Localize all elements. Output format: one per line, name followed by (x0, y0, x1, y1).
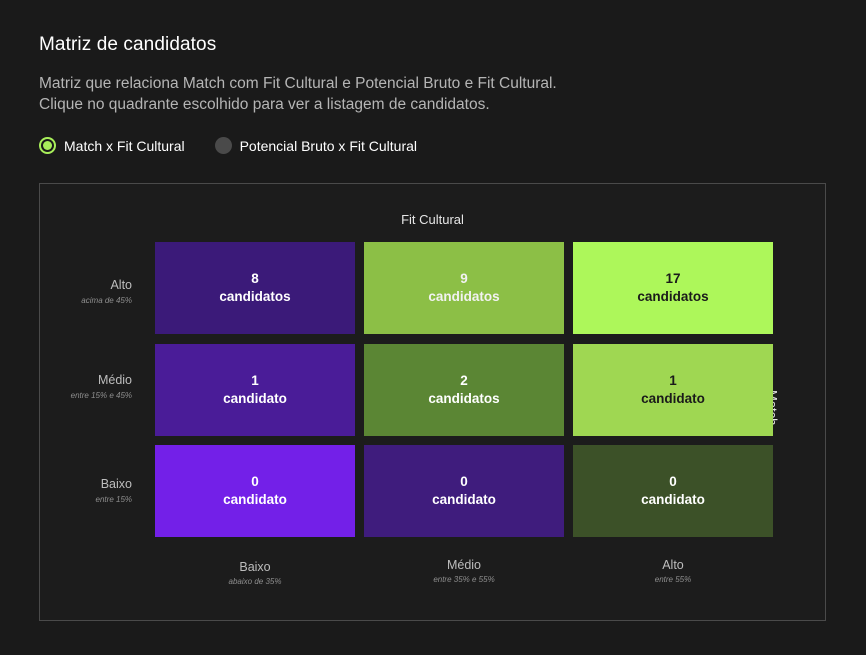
cell-unit: candidato (432, 492, 496, 507)
cell-count: 0 (669, 474, 677, 489)
matrix-cell[interactable]: 8 candidatos (155, 242, 355, 334)
row-label-sub: entre 15% e 45% (70, 391, 132, 400)
matrix-panel: Fit Cultural Match Alto acima de 45% Méd… (39, 183, 826, 621)
row-label-baixo: Baixo entre 15% (40, 477, 132, 504)
row-label-medio: Médio entre 15% e 45% (40, 373, 132, 400)
column-axis-title: Fit Cultural (401, 212, 464, 227)
cell-unit: candidatos (428, 391, 500, 406)
matrix-cell[interactable]: 9 candidatos (364, 242, 564, 334)
matrix-cell[interactable]: 0 candidato (155, 445, 355, 537)
matrix-cell[interactable]: 1 candidato (573, 344, 773, 436)
cell-count: 17 (665, 271, 681, 286)
matrix-cell[interactable]: 1 candidato (155, 344, 355, 436)
column-label-sub: abaixo de 35% (228, 577, 282, 586)
radio-unselected-icon[interactable] (214, 137, 232, 154)
description-line-2: Clique no quadrante escolhido para ver a… (39, 96, 490, 113)
radio-label: Match x Fit Cultural (64, 137, 185, 154)
cell-unit: candidatos (428, 289, 500, 304)
cell-unit: candidatos (219, 289, 291, 304)
description-line-1: Matriz que relaciona Match com Fit Cultu… (39, 75, 557, 92)
row-label-sub: entre 15% (95, 495, 132, 504)
page-title: Matriz de candidatos (39, 34, 217, 55)
cell-unit: candidatos (637, 289, 709, 304)
row-label-text: Alto (110, 278, 132, 292)
row-label-alto: Alto acima de 45% (40, 278, 132, 305)
radio-label: Potencial Bruto x Fit Cultural (239, 137, 417, 154)
cell-count: 1 (251, 373, 259, 388)
row-label-text: Baixo (100, 477, 132, 491)
column-label-sub: entre 55% (654, 575, 692, 584)
radio-selected-icon[interactable] (39, 137, 56, 154)
matrix-cell[interactable]: 0 candidato (364, 445, 564, 537)
cell-count: 0 (251, 474, 259, 489)
column-label-medio: Médio entre 35% e 55% (364, 558, 564, 584)
column-label-text: Alto (662, 558, 684, 572)
column-label-sub: entre 35% e 55% (433, 575, 495, 584)
column-label-alto: Alto entre 55% (573, 558, 773, 584)
matrix-cell[interactable]: 0 candidato (573, 445, 773, 537)
cell-unit: candidato (223, 492, 287, 507)
cell-count: 2 (460, 373, 468, 388)
cell-count: 9 (460, 271, 468, 286)
radio-potencial-fit-cultural[interactable]: Potencial Bruto x Fit Cultural (214, 137, 417, 154)
cell-unit: candidato (223, 391, 287, 406)
page-description: Matriz que relaciona Match com Fit Cultu… (39, 73, 739, 115)
radio-match-fit-cultural[interactable]: Match x Fit Cultural (39, 137, 185, 154)
cell-unit: candidato (641, 391, 705, 406)
cell-count: 0 (460, 474, 468, 489)
row-label-sub: acima de 45% (81, 296, 132, 305)
column-label-baixo: Baixo abaixo de 35% (155, 560, 355, 586)
row-label-text: Médio (97, 373, 132, 387)
cell-unit: candidato (641, 492, 705, 507)
cell-count: 1 (669, 373, 677, 388)
cell-count: 8 (251, 271, 259, 286)
column-label-text: Médio (446, 558, 482, 572)
matrix-type-radio-group: Match x Fit Cultural Potencial Bruto x F… (39, 137, 417, 154)
column-label-text: Baixo (239, 560, 271, 574)
matrix-cell[interactable]: 17 candidatos (573, 242, 773, 334)
matrix-cell[interactable]: 2 candidatos (364, 344, 564, 436)
